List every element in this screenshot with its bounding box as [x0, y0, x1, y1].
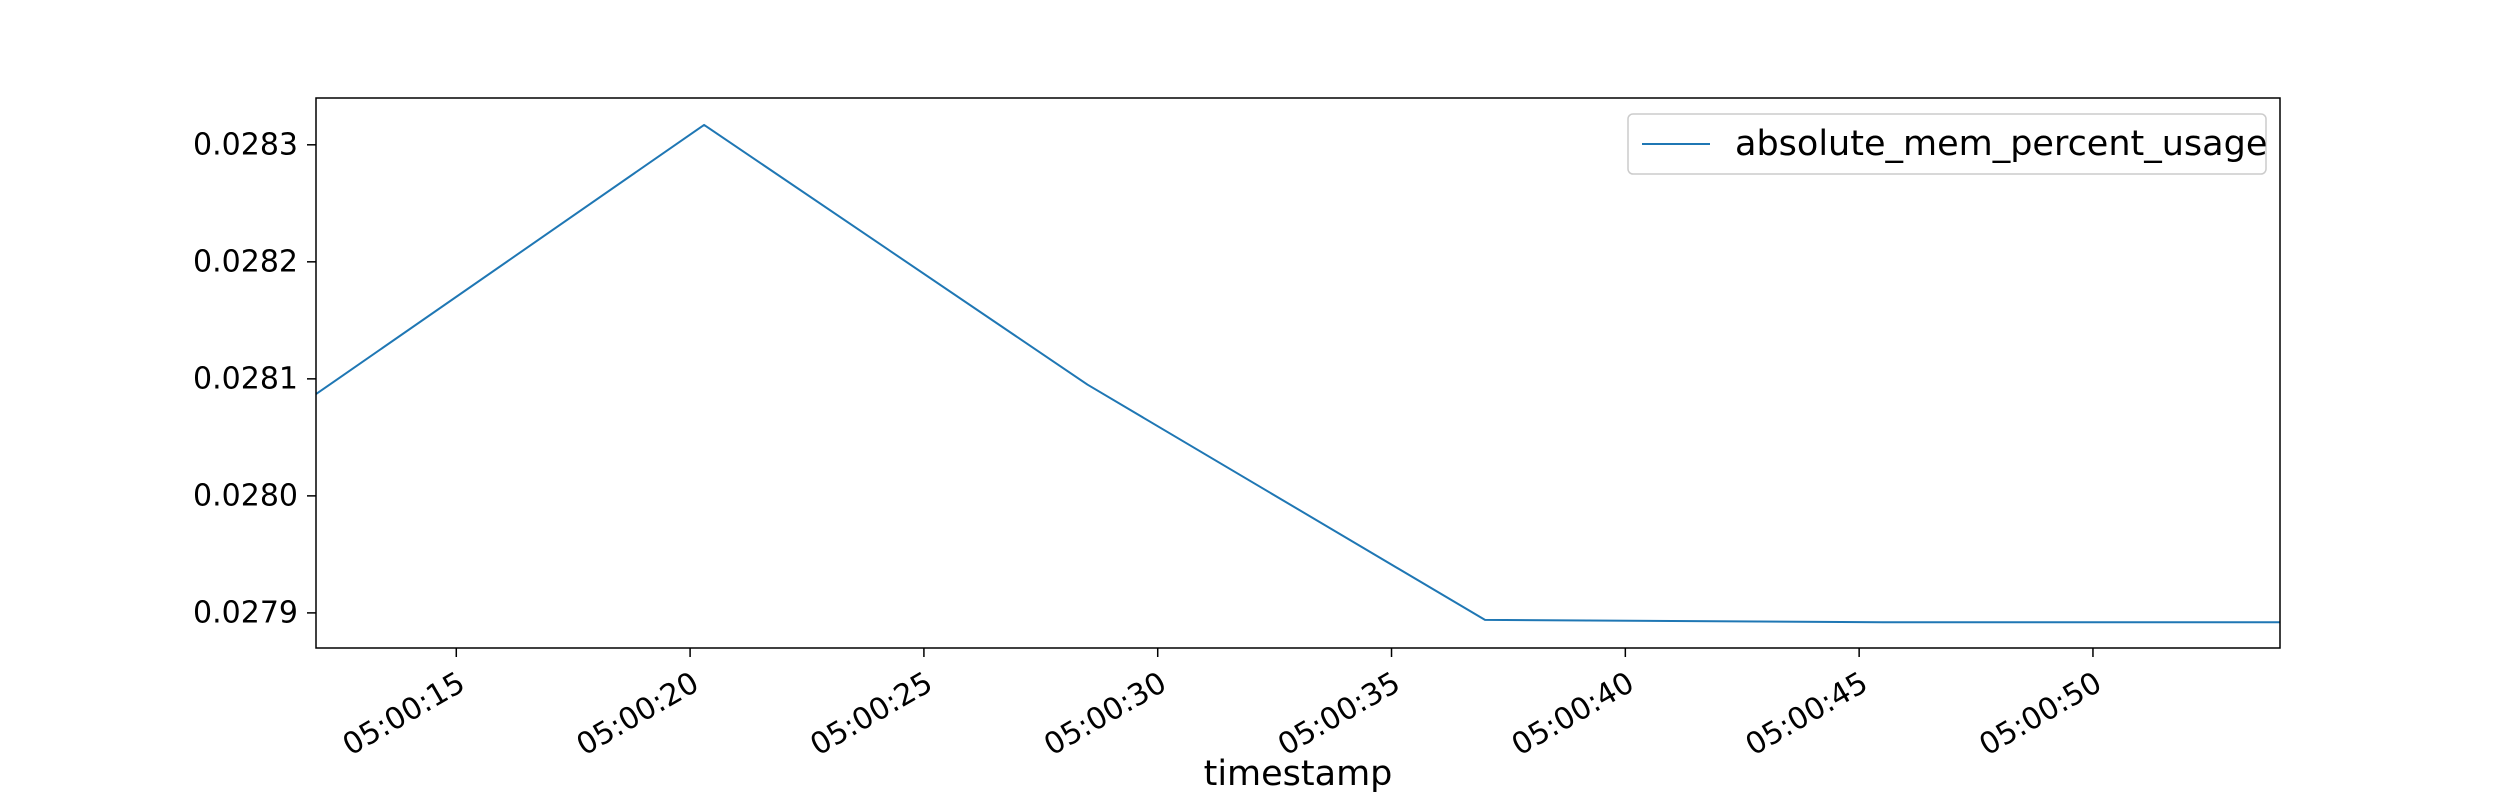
y-tick-label: 0.0279 [193, 595, 298, 630]
series-line-0 [315, 123, 2280, 624]
y-tick-label: 0.0280 [193, 478, 298, 513]
legend-box [1627, 113, 2267, 175]
series-layer [315, 123, 2280, 624]
y-tick-label: 0.0282 [193, 244, 298, 279]
legend-label: absolute_mem_percent_usage [1735, 124, 2267, 164]
y-axis: 0.0279 0.0280 0.0281 0.0282 0.0283 [193, 127, 316, 630]
legend: absolute_mem_percent_usage [1627, 113, 2267, 175]
x-axis-label: timestamp [1204, 754, 1393, 794]
plot-frame [315, 97, 2281, 649]
y-tick-label: 0.0281 [193, 361, 298, 396]
y-tick-label: 0.0283 [193, 127, 298, 162]
